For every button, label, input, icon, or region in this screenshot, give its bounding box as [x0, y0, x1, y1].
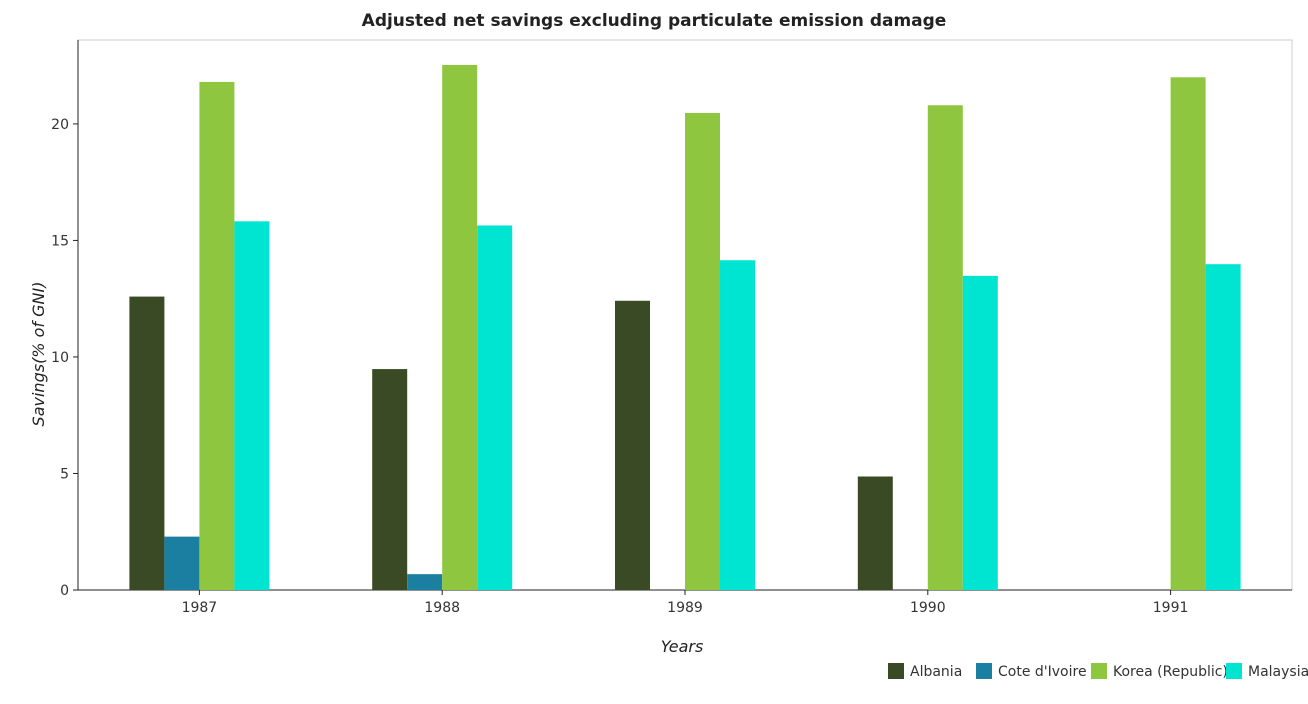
y-tick-label: 15: [51, 233, 69, 249]
legend-swatch: [1091, 663, 1107, 679]
legend-swatch: [976, 663, 992, 679]
y-tick-label: 0: [60, 583, 69, 599]
bar: [1170, 77, 1206, 590]
legend-label: Malaysia: [1248, 664, 1308, 680]
bar: [477, 225, 513, 590]
legend-swatch: [1226, 663, 1242, 679]
bar: [234, 221, 270, 591]
bar: [962, 275, 998, 590]
y-axis: 0 5 10 15 20: [51, 117, 78, 599]
bars: [129, 64, 1241, 591]
legend-label: Korea (Republic): [1113, 664, 1228, 680]
legend-label: Albania: [910, 664, 962, 680]
bar: [164, 536, 200, 590]
chart-title: Adjusted net savings excluding particula…: [362, 11, 947, 31]
bar: [199, 81, 235, 590]
bar: [372, 369, 408, 590]
bar: [1205, 264, 1241, 590]
bar: [857, 476, 893, 590]
y-tick-label: 5: [60, 466, 69, 482]
x-axis-label: Years: [661, 637, 704, 656]
x-tick-label: 1991: [1153, 600, 1189, 616]
legend-swatch: [888, 663, 904, 679]
legend-label: Cote d'Ivoire: [998, 664, 1087, 680]
legend: Albania Cote d'Ivoire Korea (Republic) Mala…: [888, 663, 1308, 680]
x-tick-label: 1988: [424, 600, 460, 616]
bar: [685, 112, 720, 590]
bar: [615, 300, 650, 590]
bar: [407, 574, 443, 590]
y-tick-label: 20: [51, 117, 69, 133]
y-tick-label: 10: [51, 350, 69, 366]
x-axis: 1987 1988 1989 1990 1991: [182, 590, 1189, 616]
bar: [927, 105, 963, 590]
bar: [442, 64, 478, 590]
x-tick-label: 1987: [182, 600, 218, 616]
x-tick-label: 1989: [667, 600, 703, 616]
y-axis-label: Savings(% of GNI): [29, 282, 48, 427]
x-tick-label: 1990: [910, 600, 946, 616]
bar: [720, 260, 755, 590]
bar: [129, 296, 165, 590]
